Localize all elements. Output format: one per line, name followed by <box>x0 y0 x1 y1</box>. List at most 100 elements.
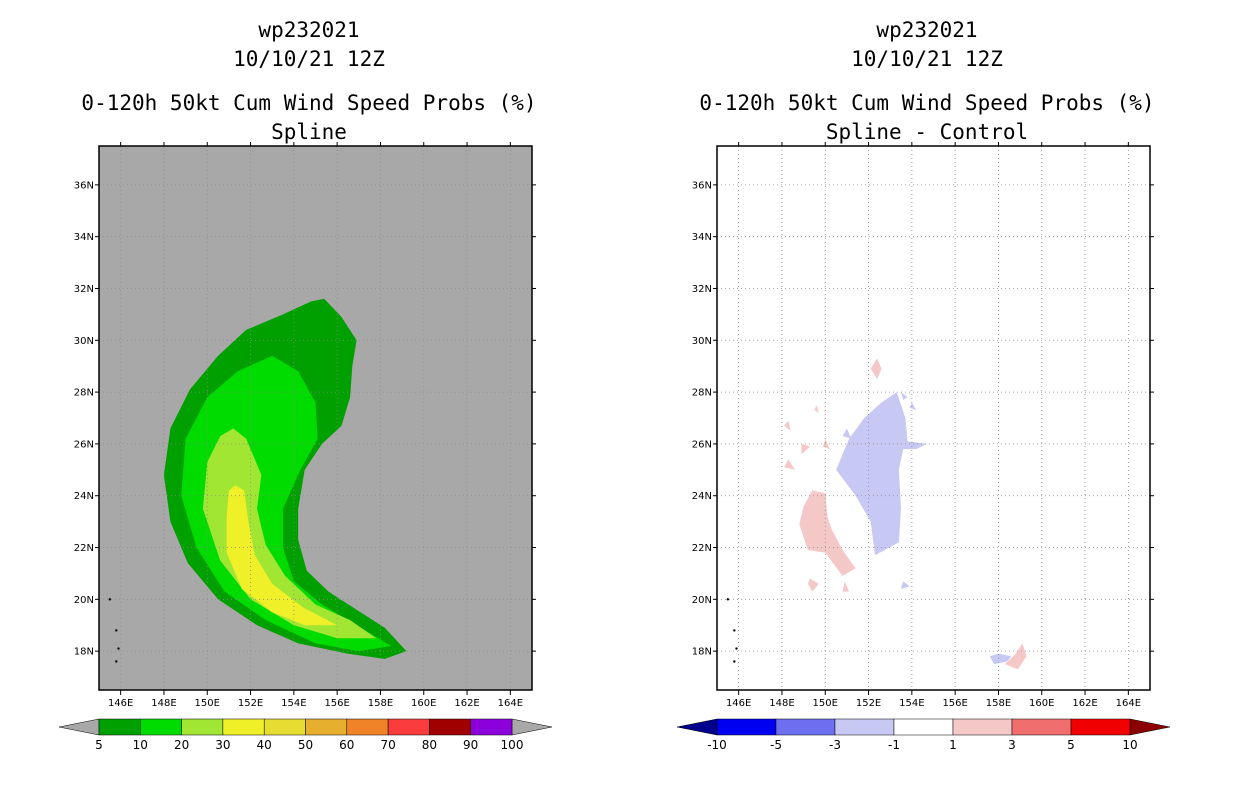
x-tick-label: 152E <box>238 698 263 709</box>
colorbar-swatch <box>1011 718 1072 736</box>
colorbar-label: -3 <box>829 738 841 752</box>
contour-3 <box>784 459 795 470</box>
colorbar-swatch <box>387 718 430 736</box>
date-title: 10/10/21 12Z <box>851 47 1003 71</box>
colorbar-label: 5 <box>1067 738 1075 752</box>
contour-minus3 <box>842 428 852 439</box>
contour-minus3 <box>989 653 1012 665</box>
colorbar-label: 70 <box>380 738 395 752</box>
colorbar-swatch <box>470 718 513 736</box>
colorbar-label: 100 <box>501 738 524 752</box>
contour-3 <box>870 358 882 380</box>
chart-subtitle: Spline - Control <box>825 120 1029 144</box>
colorbar-label: 20 <box>174 738 189 752</box>
y-tick-label: 30N <box>692 336 712 347</box>
x-tick-label: 150E <box>813 698 838 709</box>
storm-id-title: wp232021 <box>876 18 978 42</box>
colorbar-swatch <box>181 718 224 736</box>
x-tick-label: 146E <box>108 698 133 709</box>
y-tick-label: 24N <box>692 491 712 502</box>
contour-3 <box>801 443 811 455</box>
colorbar-high-extension <box>1129 718 1171 736</box>
colorbar-label: -10 <box>707 738 727 752</box>
contour-minus3 <box>901 392 908 400</box>
y-tick-label: 24N <box>74 491 94 502</box>
colorbar-swatch <box>716 718 777 736</box>
difference-map-panel: wp232021 10/10/21 12Z 0-120h 50kt Cum Wi… <box>618 0 1236 800</box>
y-tick-label: 28N <box>692 388 712 399</box>
y-tick-label: 22N <box>692 543 712 554</box>
y-tick-label: 36N <box>74 180 94 191</box>
colorbar-swatch <box>1070 718 1131 736</box>
x-tick-label: 146E <box>726 698 751 709</box>
contour-minus3 <box>909 402 917 411</box>
x-tick-label: 148E <box>769 698 794 709</box>
island-marker <box>733 629 736 632</box>
x-tick-label: 156E <box>324 698 349 709</box>
x-tick-label: 160E <box>1029 698 1054 709</box>
colorbar-swatch <box>263 718 306 736</box>
x-tick-label: 164E <box>1116 698 1141 709</box>
x-tick-label: 154E <box>899 698 924 709</box>
contour-3 <box>814 405 819 413</box>
colorbar-label: 3 <box>1008 738 1016 752</box>
y-tick-label: 30N <box>74 336 94 347</box>
island-marker <box>726 598 730 601</box>
colorbar-swatch <box>429 718 471 736</box>
island-marker <box>735 647 738 650</box>
y-tick-label: 26N <box>74 439 94 450</box>
storm-id-title: wp232021 <box>258 18 360 42</box>
colorbar-label: 40 <box>257 738 272 752</box>
chart-subtitle: Spline <box>271 120 347 144</box>
plot-frame <box>716 145 1151 691</box>
contour-3 <box>807 578 819 592</box>
x-tick-label: 164E <box>498 698 523 709</box>
chart-title: 0-120h 50kt Cum Wind Speed Probs (%) <box>81 91 537 115</box>
island-marker <box>733 660 736 663</box>
date-title: 10/10/21 12Z <box>233 47 385 71</box>
x-tick-label: 154E <box>281 698 306 709</box>
colorbar-swatch <box>952 718 1013 736</box>
colorbar-label: 80 <box>422 738 437 752</box>
colorbar-swatch <box>98 718 141 736</box>
island-marker <box>115 660 118 663</box>
x-tick-label: 152E <box>856 698 881 709</box>
x-tick-label: 158E <box>986 698 1011 709</box>
colorbar-label: 30 <box>215 738 230 752</box>
contour-minus3 <box>836 392 927 556</box>
x-tick-label: 148E <box>151 698 176 709</box>
x-tick-label: 160E <box>411 698 436 709</box>
island-marker <box>117 647 120 650</box>
probability-map-panel: wp232021 10/10/21 12Z 0-120h 50kt Cum Wi… <box>58 18 553 752</box>
x-tick-label: 150E <box>195 698 220 709</box>
colorbar-label: 90 <box>463 738 478 752</box>
colorbar-low-extension <box>58 718 100 736</box>
probability-map: 146E 148E 150E 152E 154E 156E 158E 160E 162E 164E… <box>58 142 553 752</box>
y-tick-label: 32N <box>692 284 712 295</box>
colorbar-label: 10 <box>133 738 148 752</box>
colorbar-label: 1 <box>949 738 957 752</box>
y-tick-label: 22N <box>74 543 94 554</box>
colorbar-swatch <box>305 718 348 736</box>
colorbar-label: -1 <box>888 738 900 752</box>
island-marker <box>115 629 118 632</box>
contour-3 <box>842 581 850 592</box>
y-tick-label: 26N <box>692 439 712 450</box>
colorbar-label: 50 <box>298 738 313 752</box>
y-tick-label: 34N <box>692 232 712 243</box>
x-tick-label: 158E <box>368 698 393 709</box>
chart-title: 0-120h 50kt Cum Wind Speed Probs (%) <box>699 91 1155 115</box>
contour-3 <box>823 438 830 450</box>
colorbar-label: 60 <box>339 738 354 752</box>
colorbar-low-extension <box>676 718 718 736</box>
y-tick-label: 20N <box>74 595 94 606</box>
difference-map: 146E 148E 150E 152E 154E 156E 158E 160E 162E 164E… <box>676 142 1171 752</box>
colorbar-swatch <box>834 718 895 736</box>
y-tick-label: 18N <box>692 647 712 658</box>
plot-frame <box>98 145 533 691</box>
colorbar-swatch <box>775 718 836 736</box>
y-tick-label: 36N <box>692 180 712 191</box>
contour-minus3 <box>901 581 910 589</box>
colorbar-label: 5 <box>95 738 103 752</box>
colorbar-swatch <box>893 718 954 736</box>
